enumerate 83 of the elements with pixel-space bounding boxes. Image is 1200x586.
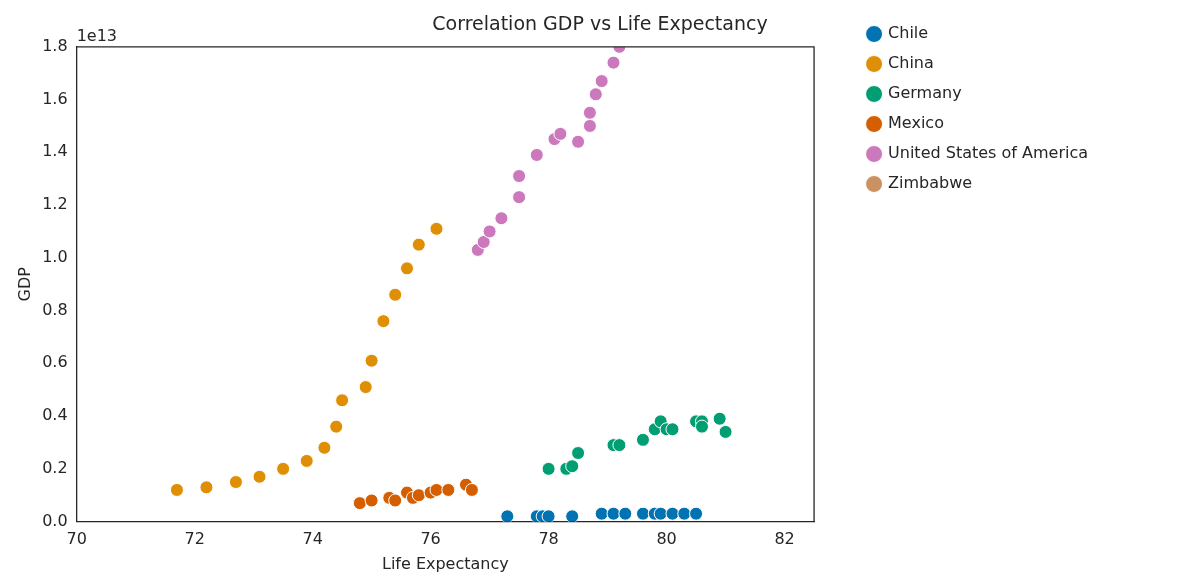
point: [571, 134, 586, 149]
x-tick-label: 74: [302, 529, 323, 549]
point: [565, 509, 580, 522]
y-axis-title: GDP: [14, 266, 34, 302]
point: [571, 446, 586, 461]
point: [358, 380, 373, 395]
y-tick-label: 0.8: [42, 299, 68, 319]
point: [618, 506, 633, 521]
legend-label: United States of America: [888, 143, 1088, 163]
point: [352, 496, 367, 511]
legend-label: China: [888, 53, 934, 73]
legend-label: Mexico: [888, 113, 944, 133]
point: [718, 424, 733, 439]
x-axis-title: Life Expectancy: [381, 553, 509, 573]
point: [512, 190, 527, 205]
point: [594, 506, 609, 521]
point: [317, 440, 332, 455]
point: [612, 438, 627, 453]
y-tick-label: 0.0: [42, 510, 68, 530]
point: [541, 461, 556, 476]
point: [169, 482, 184, 497]
x-tick-label: 72: [184, 529, 205, 549]
point: [565, 459, 580, 474]
point: [500, 509, 515, 522]
point: [364, 353, 379, 368]
y-tick-label: 1.6: [42, 88, 68, 108]
point: [482, 224, 497, 239]
point: [665, 506, 680, 521]
point: [329, 419, 344, 434]
point: [411, 488, 426, 503]
y-tick-label: 1.8: [42, 35, 68, 55]
point: [199, 480, 214, 495]
point: [541, 509, 556, 522]
point: [276, 461, 291, 476]
point: [606, 55, 621, 70]
text: 1e13: [76, 25, 118, 45]
point: [494, 211, 509, 226]
point: [689, 506, 704, 521]
y-tick-label: 1.2: [42, 194, 68, 214]
point: [376, 314, 391, 329]
point: [476, 235, 491, 249]
point: [335, 393, 350, 408]
point: [606, 506, 621, 521]
x-tick-label: 82: [774, 529, 795, 549]
point: [588, 87, 603, 102]
point: [665, 422, 680, 437]
point: [512, 169, 527, 184]
point: [411, 237, 426, 252]
point: [364, 493, 379, 508]
y-tick-label: 0.2: [42, 458, 68, 477]
legend-label: Chile: [888, 23, 929, 43]
x-tick-label: 70: [66, 529, 87, 549]
point: [252, 469, 267, 484]
point: [388, 287, 403, 302]
point: [582, 118, 597, 133]
x-tick-label: 78: [538, 529, 559, 549]
point: [429, 221, 444, 236]
y-tick-label: 0.6: [42, 352, 68, 372]
point: [429, 482, 444, 497]
point: [388, 493, 403, 508]
point: [594, 74, 609, 89]
y-tick-label: 1.4: [42, 141, 68, 161]
point: [464, 482, 479, 497]
chart-title: Correlation GDP vs Life Expectancy: [432, 12, 768, 35]
point: [694, 419, 709, 434]
point: [228, 475, 243, 490]
point: [529, 147, 544, 162]
point: [712, 411, 727, 426]
legend-label: Zimbabwe: [888, 173, 973, 193]
point: [635, 506, 650, 521]
x-tick-label: 76: [420, 529, 441, 549]
point: [441, 482, 456, 497]
y-tick-label: 0.4: [42, 405, 68, 425]
point: [635, 432, 650, 447]
point: [582, 105, 597, 120]
point: [400, 261, 415, 276]
point: [553, 126, 568, 141]
x-tick-label: 80: [656, 529, 677, 549]
point: [677, 506, 692, 521]
point: [653, 506, 668, 521]
point: [299, 453, 314, 468]
legend-label: Germany: [888, 83, 962, 103]
y-tick-label: 1.0: [42, 246, 68, 266]
